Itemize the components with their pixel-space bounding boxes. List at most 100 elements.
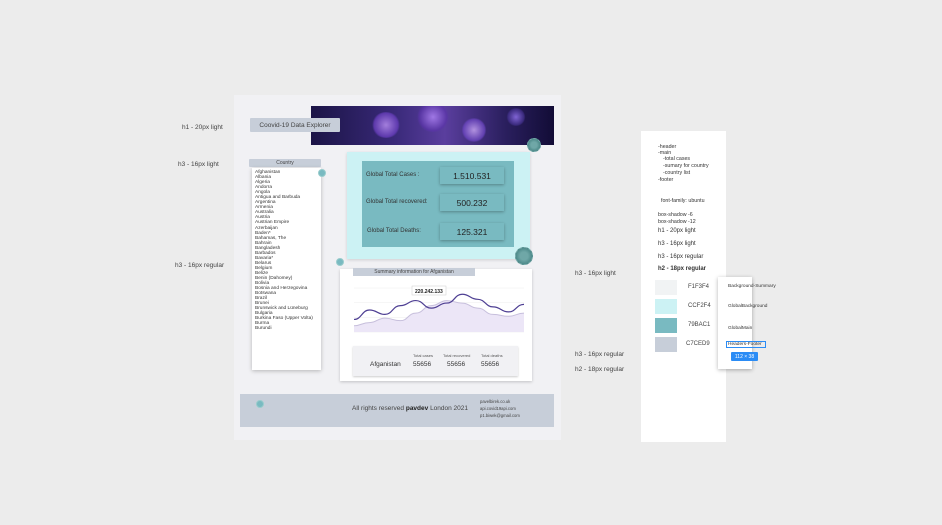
global-recovered-value: 500.232 — [440, 194, 504, 211]
structure-country-list: -country list — [663, 170, 691, 176]
annotation-h1: h1 - 20px light — [182, 124, 223, 131]
list-item[interactable]: Azerbaijan — [255, 225, 278, 231]
list-item[interactable]: Bavaria* — [255, 255, 274, 261]
usage-headers-footer[interactable]: Headers-Footer — [728, 342, 762, 347]
swatch-c7ced9 — [655, 337, 677, 352]
structure-header: -header — [658, 144, 677, 150]
summary-deaths-label: Total deaths — [481, 353, 503, 358]
virus-icon — [527, 138, 541, 152]
summary-country: Afganistan — [370, 361, 401, 368]
global-cases-value: 1.510.531 — [440, 167, 504, 184]
list-item[interactable]: Afghanistan — [255, 170, 281, 175]
global-deaths-value: 125.321 — [440, 223, 504, 240]
footer-contact-web[interactable]: pavelbirek.co.uk — [480, 399, 511, 404]
summary-deaths-value: 55656 — [481, 361, 500, 368]
swatch-ccf2f4 — [655, 299, 677, 314]
list-item[interactable]: Brunswick and Lüneburg — [255, 306, 308, 312]
list-item[interactable]: Argentina — [255, 200, 276, 206]
footer-brand: pavdev — [405, 405, 429, 412]
list-item[interactable]: Armenia — [255, 205, 273, 211]
list-item[interactable]: Baden* — [255, 230, 271, 236]
list-item[interactable]: Burma — [255, 321, 270, 327]
usage-global-background: GlobalBackground — [728, 304, 768, 309]
series-area-2 — [354, 300, 524, 332]
global-deaths-label: Global Total Deaths: — [367, 228, 421, 234]
usage-global-main: GlobalMain — [728, 326, 753, 331]
summary-recovered-value: 55656 — [447, 361, 466, 368]
list-item[interactable]: Burundi — [255, 326, 272, 332]
shadow-note-12: box-shadow -12 — [658, 219, 696, 225]
list-item[interactable]: Belarus — [255, 260, 272, 266]
annotation-h3-light: h3 - 16px light — [575, 270, 616, 277]
structure-footer: -footer — [658, 177, 674, 183]
list-item[interactable]: Andorra — [255, 185, 273, 191]
summary-cases-label: Total cases — [413, 353, 434, 358]
usage-background-summary: Background-Summary — [728, 284, 776, 289]
selection-outline[interactable] — [726, 341, 766, 348]
list-item[interactable]: Austria — [255, 215, 270, 221]
structure-main: -main — [658, 150, 672, 156]
footer-copyright: All rights reserved pavdev London 2021 — [352, 405, 469, 412]
swatch-hex-ccf2f4: CCF2F4 — [688, 303, 711, 309]
footer — [240, 394, 554, 427]
structure-summary: -sumary for country — [663, 163, 709, 169]
list-item[interactable]: Belize — [255, 270, 269, 276]
font-note: font-family: ubuntu — [661, 198, 705, 204]
footer-contact-email[interactable]: p1.biwek@gmail.com — [480, 413, 520, 418]
swatch-f1f3f4 — [655, 280, 677, 295]
summary-recovered-label: Total recovered — [443, 353, 471, 358]
country-list[interactable]: Afghanistan Albania Algeria Andorra Angola An… — [252, 168, 321, 370]
summary-cases-value: 55656 — [413, 361, 432, 368]
list-item[interactable]: Algeria — [255, 180, 270, 186]
list-item[interactable]: Bahrain — [255, 240, 272, 246]
list-item[interactable]: Botswana — [255, 291, 277, 297]
global-recovered-label: Global Total recovered: — [366, 199, 428, 205]
list-item[interactable]: Barbados — [255, 250, 276, 256]
style-guide-panel — [641, 131, 726, 442]
type-h2-regular: h2 - 18px regular — [658, 266, 707, 272]
annotation-h3-regular: h3 - 16px regular — [175, 262, 225, 269]
chart-tooltip — [411, 285, 447, 296]
list-item[interactable]: Brunei — [255, 301, 269, 307]
summary-chart: 220.242.133 — [353, 285, 525, 333]
type-h3-light: h3 - 16px light — [658, 241, 696, 247]
scroll-handle[interactable] — [318, 169, 326, 177]
annotation-h3-regular: h3 - 16px regular — [575, 351, 625, 358]
list-item[interactable]: Bosnia and Herzegovina — [255, 286, 308, 292]
structure-total-cases: -total cases — [663, 156, 691, 162]
list-item[interactable]: Bulgaria — [255, 311, 273, 317]
decor-dot — [336, 258, 344, 266]
list-item[interactable]: Antigua and Barbuda — [255, 195, 301, 201]
list-item[interactable]: Brazil — [255, 296, 267, 302]
series-line-1 — [353, 293, 525, 321]
swatch-79bac1 — [655, 318, 677, 333]
selection-size-badge: 112 × 38 — [731, 352, 758, 361]
list-item[interactable]: Bolivia — [255, 281, 270, 287]
list-item[interactable]: Benin (Dahomey) — [255, 275, 293, 281]
list-item[interactable]: Albania — [255, 175, 272, 181]
type-h1: h1 - 20px light — [658, 228, 696, 234]
list-item[interactable]: Austrian Empire — [255, 220, 290, 226]
hero-banner-image — [311, 106, 554, 145]
swatch-hex-c7ced9: C7CED9 — [686, 341, 710, 347]
list-item[interactable]: Australia — [255, 210, 274, 216]
swatch-hex-79bac1: 79BAC1 — [688, 322, 711, 328]
virus-icon — [515, 247, 533, 265]
list-item[interactable]: Belgium — [255, 265, 273, 271]
page-title: Coovid-19 Data Explorer — [250, 118, 340, 132]
list-item[interactable]: Bangladesh — [255, 245, 281, 251]
footer-contact-api[interactable]: api.covid19api.com — [480, 406, 516, 411]
summary-heading: Summary information for Afganistan — [353, 268, 475, 276]
list-item[interactable]: Angola — [255, 190, 270, 196]
series-line-2 — [353, 300, 525, 327]
list-item[interactable]: Bahamas, The — [255, 235, 287, 241]
swatch-hex-f1f3f4: F1F3F4 — [688, 284, 710, 290]
chart-tooltip-value: 220.242.133 — [415, 289, 443, 295]
list-item[interactable]: Burkina Faso (Upper Volta) — [255, 316, 313, 322]
shadow-note-6: box-shadow -6 — [658, 212, 693, 218]
country-list-heading: Country — [249, 159, 321, 167]
global-cases-label: Global Total Cases : — [366, 172, 420, 178]
decor-dot — [256, 400, 264, 408]
annotation-h2-regular: h2 - 18px regular — [575, 366, 625, 373]
type-h3-regular: h3 - 16px regular — [658, 254, 704, 260]
